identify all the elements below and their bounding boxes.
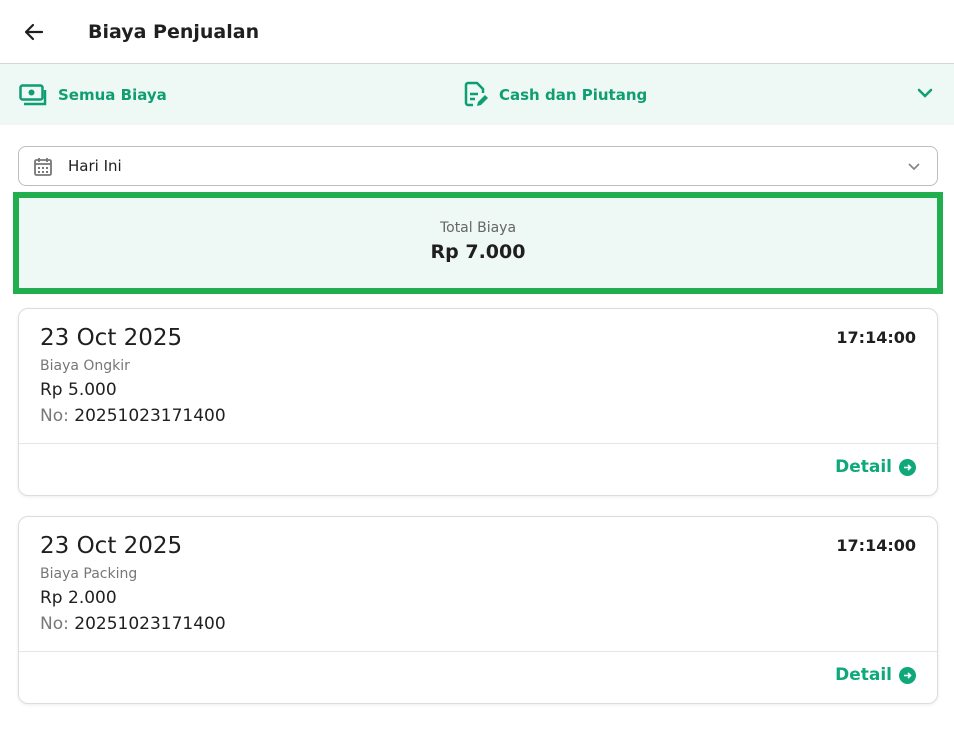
detail-label: Detail <box>835 457 892 477</box>
money-icon <box>19 83 47 105</box>
divider <box>19 443 937 444</box>
detail-button[interactable]: Detail <box>835 665 916 685</box>
divider <box>19 651 937 652</box>
transaction-card: 23 Oct 2025 17:14:00 Biaya Packing Rp 2.… <box>18 516 938 704</box>
transaction-number: No: 20251023171400 <box>40 406 226 426</box>
back-button[interactable] <box>17 15 51 49</box>
transaction-date: 23 Oct 2025 <box>40 325 183 351</box>
date-range-select[interactable]: Hari Ini <box>18 146 938 186</box>
total-summary: Total Biaya Rp 7.000 <box>13 192 943 294</box>
document-edit-icon <box>464 81 488 107</box>
total-label: Total Biaya <box>439 220 517 236</box>
filter-all-expenses[interactable]: Semua Biaya <box>19 83 167 106</box>
page-title: Biaya Penjualan <box>88 20 260 43</box>
transaction-card: 23 Oct 2025 17:14:00 Biaya Ongkir Rp 5.0… <box>18 308 938 496</box>
transaction-type: Biaya Ongkir <box>40 358 130 374</box>
filter-bar: Semua Biaya Cash dan Piutang <box>0 64 954 125</box>
detail-label: Detail <box>835 665 892 685</box>
date-range-value: Hari Ini <box>68 157 122 175</box>
detail-button[interactable]: Detail <box>835 457 916 477</box>
total-value: Rp 7.000 <box>430 241 526 263</box>
number-label: No: <box>40 406 69 426</box>
calendar-icon <box>34 157 52 176</box>
transaction-date: 23 Oct 2025 <box>40 533 183 559</box>
transaction-time: 17:14:00 <box>836 536 916 555</box>
arrow-right-circle-icon <box>899 458 916 476</box>
filter-payment-label: Cash dan Piutang <box>499 85 648 104</box>
filter-all-label: Semua Biaya <box>58 85 167 104</box>
number-label: No: <box>40 614 69 634</box>
arrow-right-circle-icon <box>899 666 916 684</box>
transaction-type: Biaya Packing <box>40 566 138 582</box>
number-value: 20251023171400 <box>74 614 226 634</box>
arrow-left-icon <box>24 23 44 40</box>
transaction-amount: Rp 5.000 <box>40 380 117 400</box>
app-header: Biaya Penjualan <box>0 0 954 64</box>
transaction-time: 17:14:00 <box>836 328 916 347</box>
transaction-number: No: 20251023171400 <box>40 614 226 634</box>
number-value: 20251023171400 <box>74 406 226 426</box>
filter-payment-type[interactable]: Cash dan Piutang <box>464 81 647 108</box>
chevron-down-icon <box>908 163 920 171</box>
chevron-down-icon[interactable] <box>916 84 934 102</box>
transaction-amount: Rp 2.000 <box>40 588 117 608</box>
